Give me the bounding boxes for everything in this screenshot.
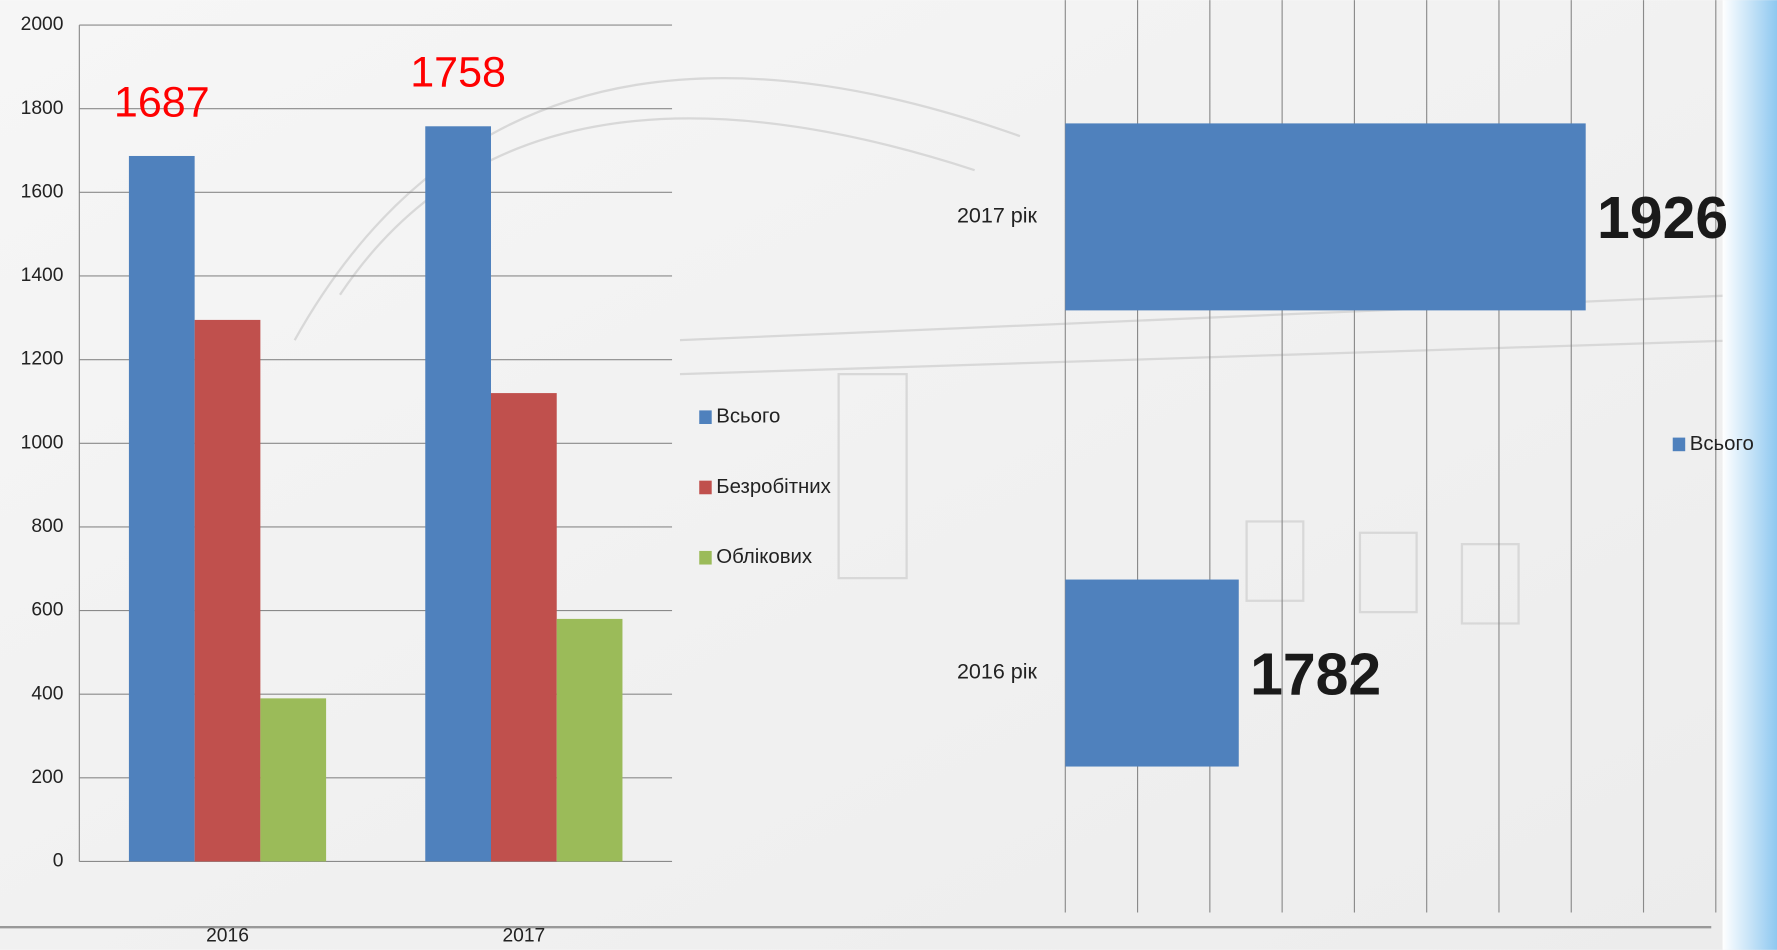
- y-tick-label: 800: [31, 516, 63, 537]
- legend-label: Всього: [1690, 433, 1754, 455]
- y-tick-label: 1000: [21, 432, 64, 453]
- legend-label: Облікових: [716, 546, 812, 568]
- x-tick-label: 2016: [206, 925, 249, 946]
- y-tick-label: 2017 рік: [957, 204, 1038, 228]
- bar: [194, 319, 261, 862]
- bar: [1065, 579, 1239, 767]
- legend-swatch: [699, 410, 712, 425]
- bar: [556, 618, 623, 862]
- y-tick-label: 1400: [21, 265, 64, 286]
- building-sketch: [293, 76, 1746, 625]
- y-tick-label: 2000: [21, 14, 64, 35]
- value-label: 1687: [114, 78, 210, 126]
- bar: [128, 155, 195, 862]
- y-tick-label: 1800: [21, 98, 64, 119]
- y-tick-label: 400: [31, 683, 63, 704]
- x-tick-label: 2017: [502, 925, 545, 946]
- value-label: 1758: [410, 49, 506, 97]
- y-tick-label: 200: [31, 767, 63, 788]
- value-label: 1926: [1597, 186, 1728, 251]
- legend-label: Безробітних: [716, 476, 831, 498]
- value-label: 1782: [1250, 642, 1381, 707]
- bar: [260, 698, 327, 862]
- bar: [490, 393, 557, 862]
- y-tick-label: 1200: [21, 349, 64, 370]
- y-tick-label: 0: [53, 851, 64, 872]
- legend-swatch: [1672, 437, 1686, 452]
- edge-stripe: [1722, 0, 1777, 950]
- legend-label: Всього: [716, 406, 780, 428]
- y-tick-label: 600: [31, 600, 63, 621]
- legend-swatch: [699, 480, 712, 495]
- y-tick-label: 1600: [21, 181, 64, 202]
- y-tick-label: 2016 рік: [957, 660, 1038, 684]
- legend-swatch: [699, 550, 712, 565]
- bar: [425, 126, 491, 862]
- bar: [1065, 123, 1586, 311]
